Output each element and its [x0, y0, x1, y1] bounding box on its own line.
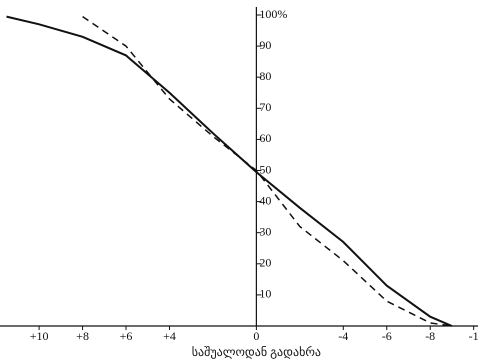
y-tick-label: 10 — [259, 287, 271, 301]
line-series — [82, 15, 453, 327]
x-tick-label: -6 — [382, 329, 392, 343]
y-tick-label: 20 — [259, 256, 271, 270]
x-tick-label: +4 — [163, 329, 176, 343]
y-tick-label: 90 — [259, 38, 271, 52]
x-tick-label: +6 — [120, 329, 133, 343]
y-tick-label: 40 — [259, 193, 271, 207]
y-tick-label: 70 — [259, 100, 271, 114]
y-tick-label: 50 — [259, 162, 271, 176]
x-tick-label: +8 — [76, 329, 89, 343]
x-tick-label: -8 — [425, 329, 435, 343]
x-axis-label: საშუალოდან გადახრა — [192, 345, 321, 359]
y-tick-label: 80 — [259, 69, 271, 83]
y-tick-label: 30 — [259, 224, 271, 238]
line-series — [6, 15, 453, 327]
x-tick-label: -1 — [469, 329, 478, 343]
y-tick-label: 60 — [259, 131, 271, 145]
y-tick-label: 100% — [259, 7, 287, 21]
x-tick-label: +10 — [30, 329, 49, 343]
x-tick-label: -4 — [338, 329, 348, 343]
x-tick-label: 0 — [253, 329, 259, 343]
